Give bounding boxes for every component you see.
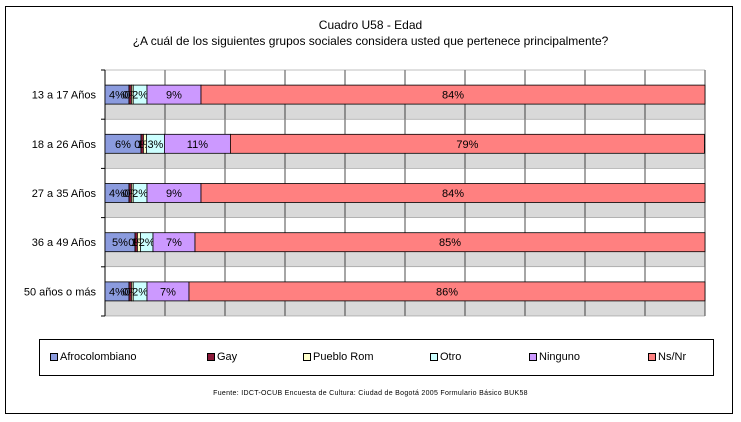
data-label: 6% [115, 139, 131, 151]
legend-swatch [207, 353, 215, 361]
legend-swatch [303, 353, 311, 361]
data-label: 7% [166, 237, 182, 249]
bar-segment [200, 84, 706, 105]
legend: Afrocolombiano Gay Pueblo Rom Otro Ninguno Ns… [39, 339, 714, 376]
data-label: 85% [439, 237, 461, 249]
data-label: 5% [112, 237, 128, 249]
legend-label: Gay [217, 351, 238, 363]
chart-title: Cuadro U58 - Edad [318, 18, 423, 32]
category-label: 50 años o más [24, 286, 97, 298]
data-label: 4% [109, 90, 125, 102]
legend-swatch [50, 353, 58, 361]
category-label: 18 a 26 Años [32, 139, 97, 151]
data-label: 3% [147, 139, 163, 151]
category-label: 13 a 17 Años [32, 90, 97, 102]
data-label: 7% [160, 286, 176, 298]
data-label: 84% [442, 188, 464, 200]
data-label: 2% [139, 237, 155, 249]
data-label: 84% [442, 90, 464, 102]
data-label: 4% [109, 188, 125, 200]
data-label: 9% [166, 188, 182, 200]
bar-segment [194, 232, 706, 253]
data-label: 2% [132, 90, 148, 102]
category-label: 36 a 49 Años [32, 237, 97, 249]
legend-label: Ns/Nr [658, 351, 687, 363]
data-label: 9% [166, 90, 182, 102]
data-label: 86% [436, 286, 458, 298]
legend-swatch [430, 353, 438, 361]
legend-swatch [648, 353, 656, 361]
legend-label: Afrocolombiano [60, 351, 137, 363]
bar-segment [200, 183, 706, 203]
data-label: 11% [187, 139, 208, 151]
data-label: 2% [132, 188, 148, 200]
data-label: 79% [456, 139, 478, 151]
legend-label: Pueblo Rom [313, 351, 374, 363]
legend-label: Ninguno [539, 351, 580, 363]
category-label: 27 a 35 Años [32, 188, 97, 200]
data-label: 2% [132, 286, 148, 298]
legend-label: Otro [440, 351, 462, 363]
legend-swatch [529, 353, 537, 361]
data-label: 4% [109, 286, 125, 298]
bar-segment [188, 281, 706, 302]
chart-subtitle: ¿A cuál de los siguientes grupos sociale… [132, 34, 609, 48]
bar-segment [229, 133, 705, 154]
source-note: Fuente: IDCT-OCUB Encuesta de Cultura: C… [213, 390, 528, 397]
